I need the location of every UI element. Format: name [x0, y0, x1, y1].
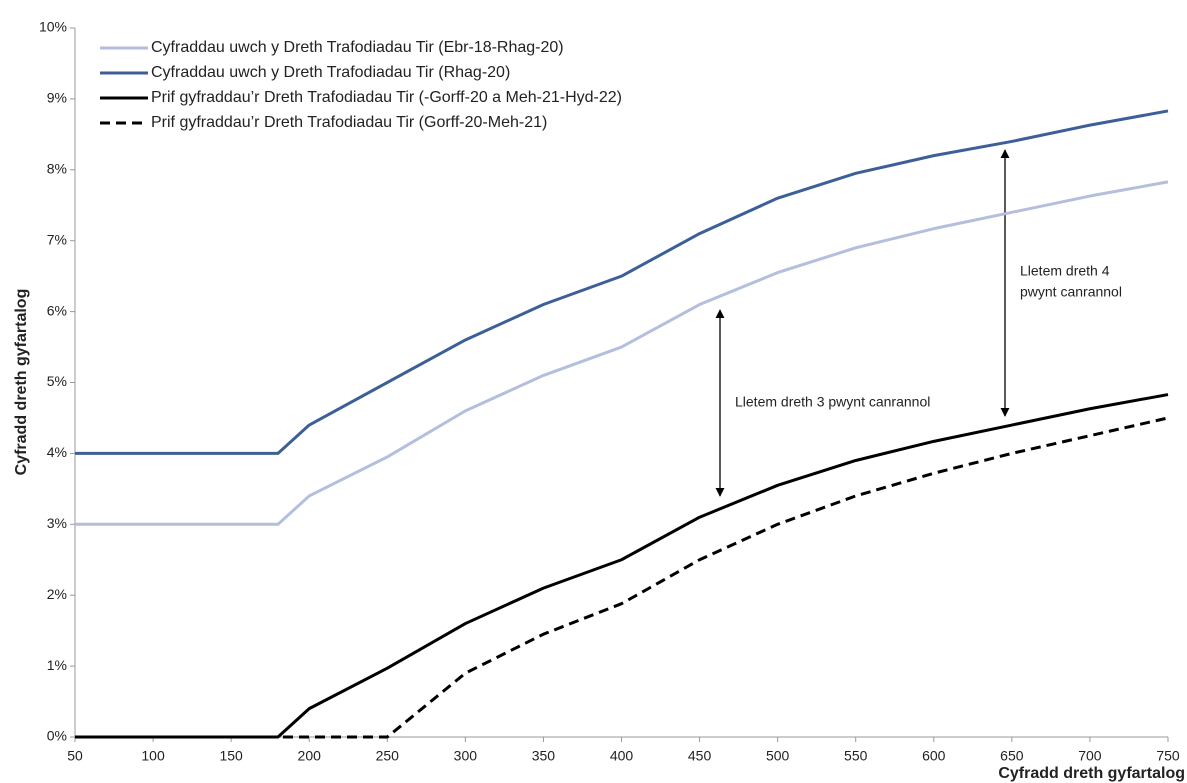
y-tick-label: 7% [47, 231, 67, 247]
legend-label: Cyfraddau uwch y Dreth Trafodiadau Tir (… [151, 39, 564, 56]
y-tick-label: 1% [47, 657, 67, 673]
y-tick-label: 8% [47, 161, 67, 177]
x-tick-label: 450 [688, 748, 712, 764]
x-tick-label: 200 [298, 748, 322, 764]
annotation: Lletem dreth 3 pwynt canrannol [735, 394, 930, 410]
x-tick-label: 650 [1000, 748, 1024, 764]
x-tick-label: 550 [844, 748, 868, 764]
y-tick-label: 2% [47, 586, 67, 602]
y-tick-label: 3% [47, 515, 67, 531]
x-axis-label: Cyfradd dreth gyfartalog [998, 765, 1185, 782]
y-tick-label: 6% [47, 302, 67, 318]
series-line [75, 180, 1169, 526]
x-tick-label: 750 [1156, 748, 1180, 764]
x-tick-label: 150 [219, 748, 243, 764]
legend-label: Prif gyfraddau’r Dreth Trafodiadau Tir (… [151, 114, 547, 131]
x-tick-label: 100 [141, 748, 165, 764]
annotation: pwynt canrannol [1020, 284, 1122, 300]
series-line [75, 393, 1169, 739]
x-tick-label: 350 [532, 748, 556, 764]
x-tick-label: 300 [454, 748, 478, 764]
y-axis-label: Cyfradd dreth gyfartalog [13, 289, 30, 476]
x-tick-label: 600 [922, 748, 946, 764]
x-tick-label: 250 [376, 748, 400, 764]
x-tick-label: 400 [610, 748, 634, 764]
legend-label: Cyfraddau uwch y Dreth Trafodiadau Tir (… [151, 64, 510, 81]
y-tick-label: 5% [47, 373, 67, 389]
x-tick-label: 700 [1078, 748, 1102, 764]
y-tick-label: 0% [47, 728, 67, 744]
y-tick-label: 9% [47, 90, 67, 106]
y-tick-label: 4% [47, 444, 67, 460]
series-line [75, 109, 1169, 455]
annotation: Lletem dreth 4 [1020, 263, 1110, 279]
legend-label: Prif gyfraddau’r Dreth Trafodiadau Tir (… [151, 89, 622, 106]
x-tick-label: 500 [766, 748, 790, 764]
y-tick-label: 10% [39, 19, 67, 35]
x-tick-label: 50 [67, 748, 83, 764]
series-line [75, 416, 1169, 739]
